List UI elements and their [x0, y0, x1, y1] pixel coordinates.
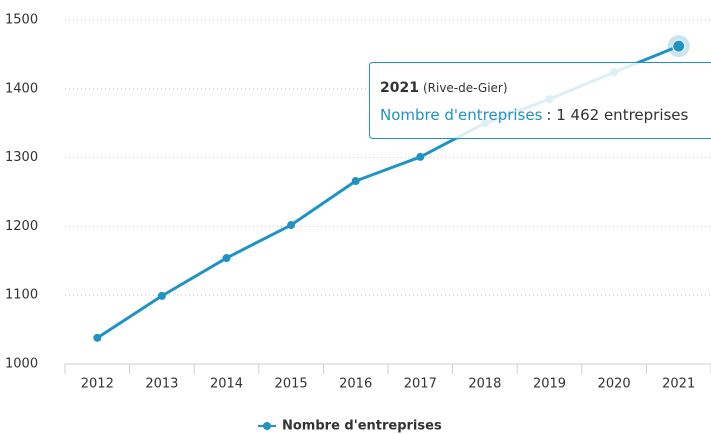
x-tick-label: 2016 — [339, 377, 372, 392]
x-tick-label: 2019 — [533, 377, 566, 392]
point — [157, 291, 166, 300]
x-tick-label: 2021 — [662, 377, 695, 392]
tooltip-body: Nombre d'entreprises: 1 462 entreprises — [380, 106, 689, 124]
y-tick-label: 1300 — [5, 150, 38, 165]
legend-marker — [263, 422, 271, 430]
y-tick-label: 1400 — [5, 81, 38, 96]
x-tick-label: 2017 — [404, 377, 437, 392]
y-tick-label: 1100 — [5, 288, 38, 303]
point — [416, 152, 425, 161]
tooltip-category: 2021 — [380, 80, 419, 96]
tooltip-value: : 1 462 entreprises — [546, 106, 688, 124]
tooltip-header: 2021 (Rive-de-Gier) — [380, 80, 508, 96]
x-tick-label: 2015 — [275, 377, 308, 392]
tooltip-place: (Rive-de-Gier) — [423, 81, 508, 95]
x-tick-label: 2013 — [145, 377, 178, 392]
x-tick-label: 2020 — [598, 377, 631, 392]
y-tick-label: 1000 — [5, 357, 38, 372]
legend-label: Nombre d'entreprises — [282, 419, 442, 434]
tooltip-box — [369, 62, 711, 139]
tooltip-series: Nombre d'entreprises — [380, 106, 543, 124]
point — [351, 176, 360, 185]
point — [93, 333, 102, 342]
x-tick-label: 2014 — [210, 377, 243, 392]
point — [222, 254, 231, 263]
legend[interactable]: Nombre d'entreprises — [258, 419, 442, 434]
y-tick-label: 1200 — [5, 219, 38, 234]
x-tick-label: 2012 — [81, 377, 114, 392]
y-tick-label: 1500 — [5, 13, 38, 28]
point — [672, 39, 686, 53]
point — [287, 221, 296, 230]
tooltip: 2021 (Rive-de-Gier) Nombre d'entreprises: … — [369, 62, 711, 139]
x-tick-label: 2018 — [468, 377, 501, 392]
